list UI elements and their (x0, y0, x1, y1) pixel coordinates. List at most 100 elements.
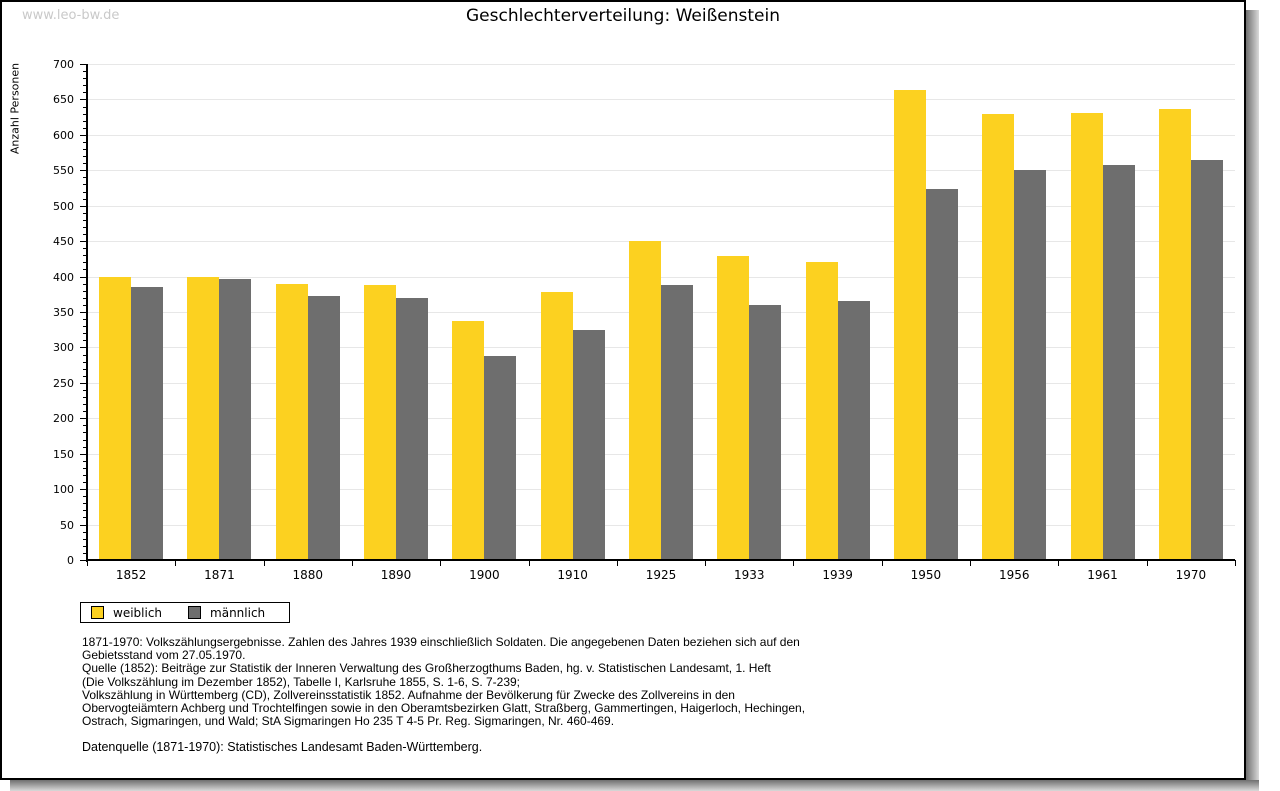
y-minor-tick (83, 496, 87, 498)
y-axis-line (86, 64, 88, 562)
y-minor-tick (83, 184, 87, 186)
y-minor-tick (83, 397, 87, 399)
bar-männlich-1933 (749, 304, 782, 560)
y-minor-tick (83, 552, 87, 554)
y-minor-tick (83, 71, 87, 73)
bar-weiblich-1933 (717, 256, 750, 560)
y-minor-tick (83, 503, 87, 505)
y-minor-tick (83, 375, 87, 377)
y-minor-tick (83, 411, 87, 413)
bar-männlich-1880 (307, 295, 340, 560)
x-boundary-tick (528, 560, 530, 566)
bar-männlich-1890 (396, 297, 429, 560)
gridline-y-600 (87, 134, 1235, 136)
bar-männlich-1852 (131, 287, 164, 560)
legend-item-weiblich: weiblich (91, 606, 162, 620)
x-tick-label-1933: 1933 (734, 568, 765, 582)
y-minor-tick (83, 510, 87, 512)
bar-männlich-1871 (219, 278, 252, 560)
y-minor-tick (83, 269, 87, 271)
plot-area: 0 50 100 150 200 250 300 350 400 450 500 550 600 650 7… (2, 2, 1248, 622)
legend-swatch-männlich (188, 606, 202, 619)
bar-weiblich-1970 (1158, 109, 1191, 560)
y-minor-tick (83, 545, 87, 547)
bar-männlich-1950 (925, 189, 958, 560)
y-major-tick (80, 489, 87, 491)
bar-männlich-1970 (1190, 159, 1223, 560)
y-tick-label: 500 (53, 199, 74, 213)
x-boundary-tick (705, 560, 707, 566)
y-major-tick (80, 560, 87, 561)
y-minor-tick (83, 319, 87, 321)
x-tick-label-1925: 1925 (645, 568, 677, 582)
y-minor-tick (83, 234, 87, 236)
y-minor-tick (83, 474, 87, 476)
y-minor-tick (83, 78, 87, 80)
x-tick-label-1852: 1852 (115, 568, 147, 582)
y-tick-label: 350 (53, 306, 74, 319)
x-tick-label-1871: 1871 (204, 568, 235, 582)
x-boundary-tick (970, 560, 972, 566)
y-minor-tick (83, 106, 87, 108)
y-major-tick (80, 524, 87, 526)
y-minor-tick (83, 517, 87, 519)
x-tick-label-1880: 1880 (292, 568, 324, 582)
x-boundary-tick (1235, 560, 1236, 566)
y-minor-tick (83, 283, 87, 285)
bar-männlich-1900 (484, 355, 517, 560)
y-minor-tick (83, 156, 87, 158)
y-major-tick (80, 205, 87, 207)
y-tick-label: 650 (53, 93, 74, 107)
chart-title: Geschlechterverteilung: Weißenstein (466, 6, 780, 26)
y-tick-label: 450 (53, 235, 74, 249)
x-tick-label-1890: 1890 (380, 568, 412, 582)
y-minor-tick (83, 113, 87, 115)
watermark-url: www.leo-bw.de (22, 8, 120, 23)
y-minor-tick (83, 248, 87, 250)
bar-weiblich-1925 (629, 241, 661, 560)
y-minor-tick (83, 531, 87, 533)
gridline-y-650 (87, 99, 1235, 101)
y-major-tick (80, 453, 87, 455)
x-boundary-tick (351, 560, 353, 566)
bar-männlich-1910 (572, 329, 605, 560)
y-minor-tick (83, 389, 87, 391)
y-minor-tick (83, 212, 87, 214)
y-tick-label: 550 (53, 164, 74, 178)
bar-weiblich-1956 (982, 113, 1015, 560)
x-tick-label-1900: 1900 (469, 568, 500, 582)
x-boundary-tick (1146, 560, 1148, 566)
bar-weiblich-1961 (1070, 112, 1103, 560)
y-minor-tick (83, 127, 87, 129)
y-tick-label: 250 (53, 376, 74, 390)
y-minor-tick (83, 262, 87, 264)
gridline-y-500 (87, 205, 1235, 207)
x-boundary-tick (440, 560, 442, 566)
source-note-line: Obervogteiämtern Achberg und Trochtelfin… (82, 701, 806, 716)
source-note-line: 1871-1970: Volkszählungsergebnisse. Zahl… (82, 635, 800, 649)
source-notes: 1871-1970: Volkszählungsergebnisse. Zahl… (82, 635, 806, 728)
bar-weiblich-1910 (540, 292, 573, 560)
bar-männlich-1961 (1102, 165, 1135, 560)
y-minor-tick (83, 191, 87, 193)
bar-männlich-1925 (661, 285, 693, 560)
y-major-tick (80, 64, 87, 65)
y-major-tick (80, 241, 87, 243)
y-tick-label: 600 (53, 128, 74, 142)
legend-label-männlich: männlich (210, 605, 266, 620)
x-tick-label-1961: 1961 (1087, 568, 1118, 582)
bar-weiblich-1900 (452, 321, 485, 560)
y-minor-tick (83, 226, 87, 228)
x-boundary-tick (1058, 560, 1060, 566)
source-note-line: Volkszählung in Württemberg (CD), Zollve… (82, 687, 735, 702)
gridline-y-550 (87, 170, 1235, 172)
y-minor-tick (83, 460, 87, 462)
y-minor-tick (83, 198, 87, 200)
legend: weiblich männlich (80, 602, 290, 623)
x-boundary-tick (793, 560, 795, 566)
legend-label-weiblich: weiblich (113, 605, 163, 620)
gridline-y-450 (87, 241, 1235, 243)
y-minor-tick (83, 425, 87, 427)
y-minor-tick (83, 333, 87, 335)
